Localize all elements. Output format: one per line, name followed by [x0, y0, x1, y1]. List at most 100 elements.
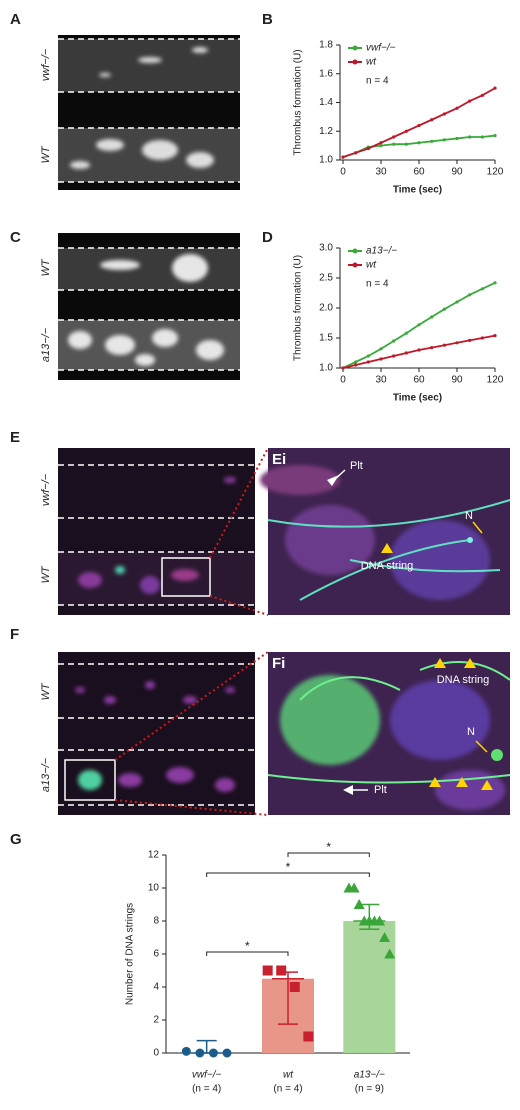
point: [442, 138, 446, 142]
point: [366, 360, 370, 364]
image-label: WT: [40, 145, 52, 163]
point: [430, 118, 434, 122]
panel-label: Ei: [272, 451, 286, 468]
point: [455, 136, 459, 141]
x-tick-label: 120: [487, 167, 504, 178]
point: [417, 348, 421, 352]
image-a: [58, 35, 240, 190]
y-tick-label: 1.0: [319, 363, 333, 374]
significance-bracket: [206, 951, 289, 956]
significance-bracket: [206, 872, 370, 877]
legend-dot: [352, 248, 358, 254]
point: [455, 106, 459, 110]
x-tick-note: (n = 4): [273, 1084, 302, 1095]
image-label: WT: [40, 258, 52, 276]
series-line: [342, 334, 496, 369]
y-tick-label: 12: [148, 850, 160, 861]
x-tick-label: 60: [413, 167, 425, 178]
point: [366, 354, 370, 358]
image-e: [58, 447, 269, 616]
x-tick-label: a13−/−: [354, 1070, 385, 1081]
y-tick-label: 0: [153, 1048, 159, 1059]
point: [404, 331, 408, 335]
point: [468, 293, 472, 297]
x-axis-label: Time (sec): [393, 393, 442, 404]
point: [379, 141, 383, 145]
legend-dot: [352, 262, 358, 268]
legend-dot: [352, 45, 358, 51]
y-tick-label: 2.5: [319, 273, 333, 284]
point: [341, 366, 345, 370]
point: [480, 336, 484, 340]
panel-label: Fi: [272, 655, 285, 672]
point: [341, 155, 345, 159]
point: [417, 123, 421, 128]
x-tick-note: (n = 9): [355, 1084, 384, 1095]
y-tick-label: 1.6: [319, 68, 333, 79]
point: [417, 141, 421, 145]
annotation: N: [465, 510, 473, 522]
point: [468, 338, 472, 342]
image-label: WT: [40, 565, 52, 583]
y-tick-label: 6: [153, 949, 159, 960]
image-fi: [267, 652, 511, 815]
point: [276, 965, 287, 976]
point: [374, 915, 385, 926]
point: [404, 129, 408, 133]
point: [354, 151, 358, 155]
legend-label: vwf−/−: [366, 43, 396, 54]
significance-label: *: [286, 860, 291, 874]
point: [303, 1031, 314, 1042]
point: [480, 93, 484, 97]
annotation: n = 4: [366, 279, 389, 290]
point: [493, 86, 497, 90]
point: [442, 112, 446, 116]
y-tick-label: 2: [153, 1015, 159, 1026]
x-axis-label: Time (sec): [393, 185, 442, 196]
significance-label: *: [245, 939, 250, 953]
x-tick-label: 60: [413, 375, 425, 386]
point: [353, 899, 365, 909]
image-label: vwf−/−: [40, 473, 52, 506]
point: [384, 948, 396, 959]
point: [430, 346, 434, 350]
y-tick-label: 4: [153, 982, 159, 993]
point: [262, 965, 273, 976]
x-tick-label: 90: [451, 167, 463, 178]
panel-label: B: [262, 11, 273, 28]
image-ei: [260, 448, 511, 615]
point: [480, 135, 484, 139]
annotation: Plt: [350, 460, 363, 472]
legend-dot: [352, 59, 358, 65]
significance-bracket: [287, 852, 370, 857]
panel-label: C: [10, 229, 21, 246]
legend-label: a13−/−: [366, 246, 397, 257]
point: [480, 287, 484, 291]
image-f: [58, 651, 269, 816]
point: [455, 341, 459, 345]
y-axis-label: Thrombus formation (U): [293, 255, 304, 361]
annotation: DNA string: [437, 674, 490, 686]
bar: [343, 921, 396, 1053]
point: [379, 357, 383, 361]
image-label: a13−/−: [40, 327, 52, 362]
significance-label: *: [326, 840, 331, 854]
legend-label: wt: [366, 260, 377, 271]
image-label: WT: [40, 682, 52, 700]
point: [468, 99, 472, 103]
point: [417, 323, 421, 327]
point: [195, 1048, 205, 1058]
panel-label: G: [10, 831, 22, 848]
point: [348, 882, 360, 893]
point: [366, 146, 370, 151]
legend-label: wt: [366, 57, 377, 68]
x-tick-label: 120: [487, 375, 504, 386]
y-tick-label: 3.0: [319, 243, 333, 254]
x-tick-note: (n = 4): [192, 1084, 221, 1095]
point: [379, 932, 391, 942]
image-label: vwf−/−: [40, 48, 52, 81]
y-axis-label: Thrombus formation (U): [293, 49, 304, 155]
x-tick-label: 30: [375, 375, 387, 386]
point: [455, 300, 459, 304]
y-tick-label: 1.5: [319, 333, 333, 344]
